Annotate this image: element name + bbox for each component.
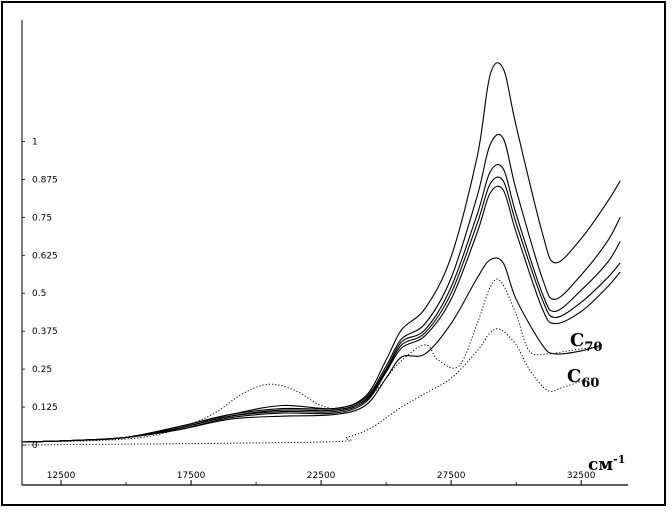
series-line-4 <box>21 176 621 443</box>
y-tick-label: 1 <box>32 137 38 147</box>
y-tick-label: 0.375 <box>32 327 58 337</box>
series-layer <box>21 62 621 446</box>
y-tick-label: 0 <box>32 441 38 451</box>
chart-frame <box>1 1 666 506</box>
annotation-c70: C70 <box>570 330 602 355</box>
y-tick-label: 0.5 <box>32 289 46 299</box>
x-tick-label: 32500 <box>567 471 596 481</box>
labels-layer: см-1 C70 C60 <box>567 330 625 475</box>
series-line-3 <box>21 164 621 443</box>
y-tick-label: 0.125 <box>32 403 58 413</box>
axes-layer <box>21 20 628 486</box>
x-axis-label-exponent: -1 <box>613 453 625 466</box>
series-line-8 <box>21 328 595 446</box>
x-tick-label: 22500 <box>307 471 336 481</box>
series-line-1 <box>21 62 621 443</box>
x-tick-label: 12500 <box>47 471 76 481</box>
series-line-7 <box>21 278 603 443</box>
x-tick-label: 17500 <box>177 471 206 481</box>
y-tick-label: 0.75 <box>32 213 52 223</box>
y-tick-label: 0.875 <box>32 175 58 185</box>
x-tick-label: 27500 <box>437 471 466 481</box>
series-line-2 <box>21 133 621 443</box>
y-tick-label: 0.625 <box>32 251 58 261</box>
series-line-5 <box>21 185 621 443</box>
y-tick-label: 0.25 <box>32 365 52 375</box>
x-axis-label: см-1 <box>588 453 625 475</box>
ticks-layer: 12500 17500 22500 27500 32500 0 0.125 0.25 0.375… <box>22 137 596 485</box>
series-line-6 <box>21 257 603 443</box>
annotation-c60: C60 <box>567 366 599 391</box>
